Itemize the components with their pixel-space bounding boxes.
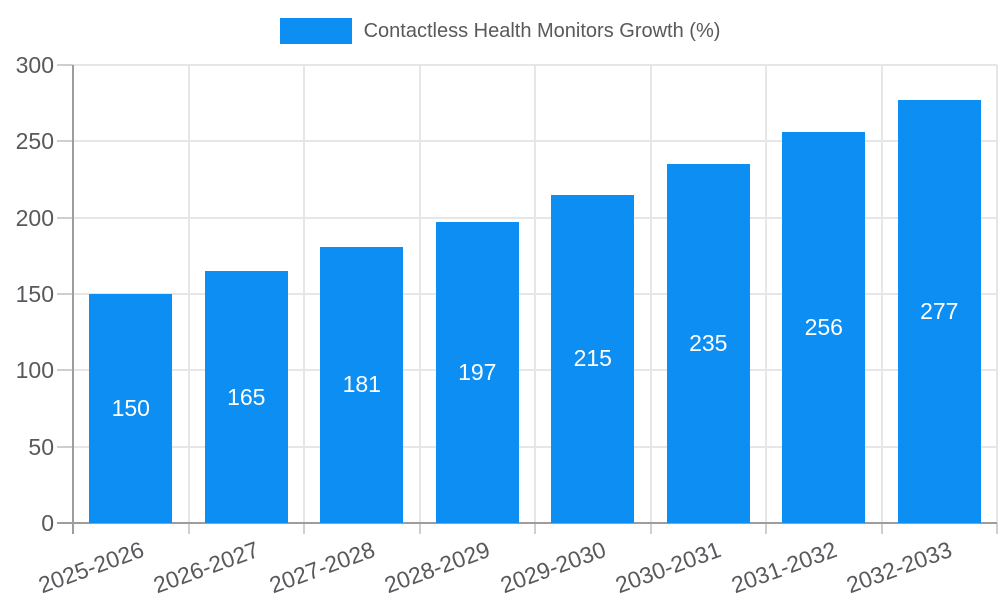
bar-value-label: 181: [342, 371, 381, 398]
bar[interactable]: 215: [551, 194, 635, 523]
bar-value-label: 215: [573, 345, 612, 372]
y-tick: [57, 140, 73, 143]
x-axis-category-label: 2025-2026: [34, 536, 147, 599]
bar-value-label: 235: [689, 330, 728, 357]
legend-swatch: [279, 18, 352, 44]
gridline-vertical: [996, 65, 998, 523]
x-tick: [534, 523, 536, 534]
bar[interactable]: 181: [320, 246, 404, 523]
y-axis-tick-label: 50: [28, 433, 54, 460]
y-axis-tick-label: 100: [15, 357, 54, 384]
x-axis-line: [57, 522, 997, 524]
chart-legend[interactable]: Contactless Health Monitors Growth (%): [0, 16, 1000, 46]
bar[interactable]: 277: [897, 100, 981, 523]
x-axis-category-label: 2027-2028: [265, 536, 378, 599]
y-tick: [57, 64, 73, 66]
x-tick: [418, 523, 421, 534]
x-tick: [765, 523, 767, 534]
x-axis-category-label: 2028-2029: [381, 536, 494, 599]
y-tick: [57, 445, 73, 448]
y-axis-tick-label: 150: [15, 281, 54, 307]
gridline-vertical: [187, 65, 190, 523]
bar-value-label: 197: [458, 359, 497, 386]
x-tick: [187, 523, 190, 534]
x-axis-category-label: 2026-2027: [150, 536, 263, 599]
x-axis-category-label: 2030-2031: [612, 536, 725, 599]
bar-value-label: 150: [111, 395, 150, 421]
y-axis-tick-label: 250: [15, 128, 54, 155]
y-axis-tick-label: 300: [15, 52, 54, 78]
bar[interactable]: 256: [782, 132, 866, 523]
y-tick: [57, 369, 73, 372]
x-tick: [880, 523, 883, 534]
x-axis-category-label: 2031-2032: [727, 536, 840, 599]
bar-value-label: 256: [804, 314, 843, 341]
legend-label: Contactless Health Monitors Growth (%): [363, 19, 721, 42]
x-axis-category-label: 2032-2033: [843, 536, 956, 599]
x-tick: [649, 523, 652, 534]
y-tick: [57, 293, 73, 295]
gridline-vertical: [418, 65, 421, 523]
gridline-vertical: [649, 65, 652, 523]
bar[interactable]: 235: [666, 164, 750, 523]
bar-value-label: 165: [227, 383, 266, 410]
gridline-vertical: [765, 65, 767, 523]
gridline-vertical: [880, 65, 883, 523]
y-tick: [57, 216, 73, 219]
bar[interactable]: 165: [204, 271, 288, 523]
bar-value-label: 277: [920, 298, 959, 325]
y-axis-tick-label: 200: [15, 204, 54, 231]
y-axis-line: [72, 65, 74, 534]
x-tick: [996, 523, 998, 534]
x-axis-category-label: 2029-2030: [496, 536, 609, 599]
bar[interactable]: 197: [435, 222, 519, 523]
gridline-vertical: [303, 65, 305, 523]
y-axis-tick-label: 0: [41, 510, 54, 536]
x-tick: [303, 523, 305, 534]
gridline-vertical: [534, 65, 536, 523]
bar[interactable]: 150: [89, 294, 173, 523]
